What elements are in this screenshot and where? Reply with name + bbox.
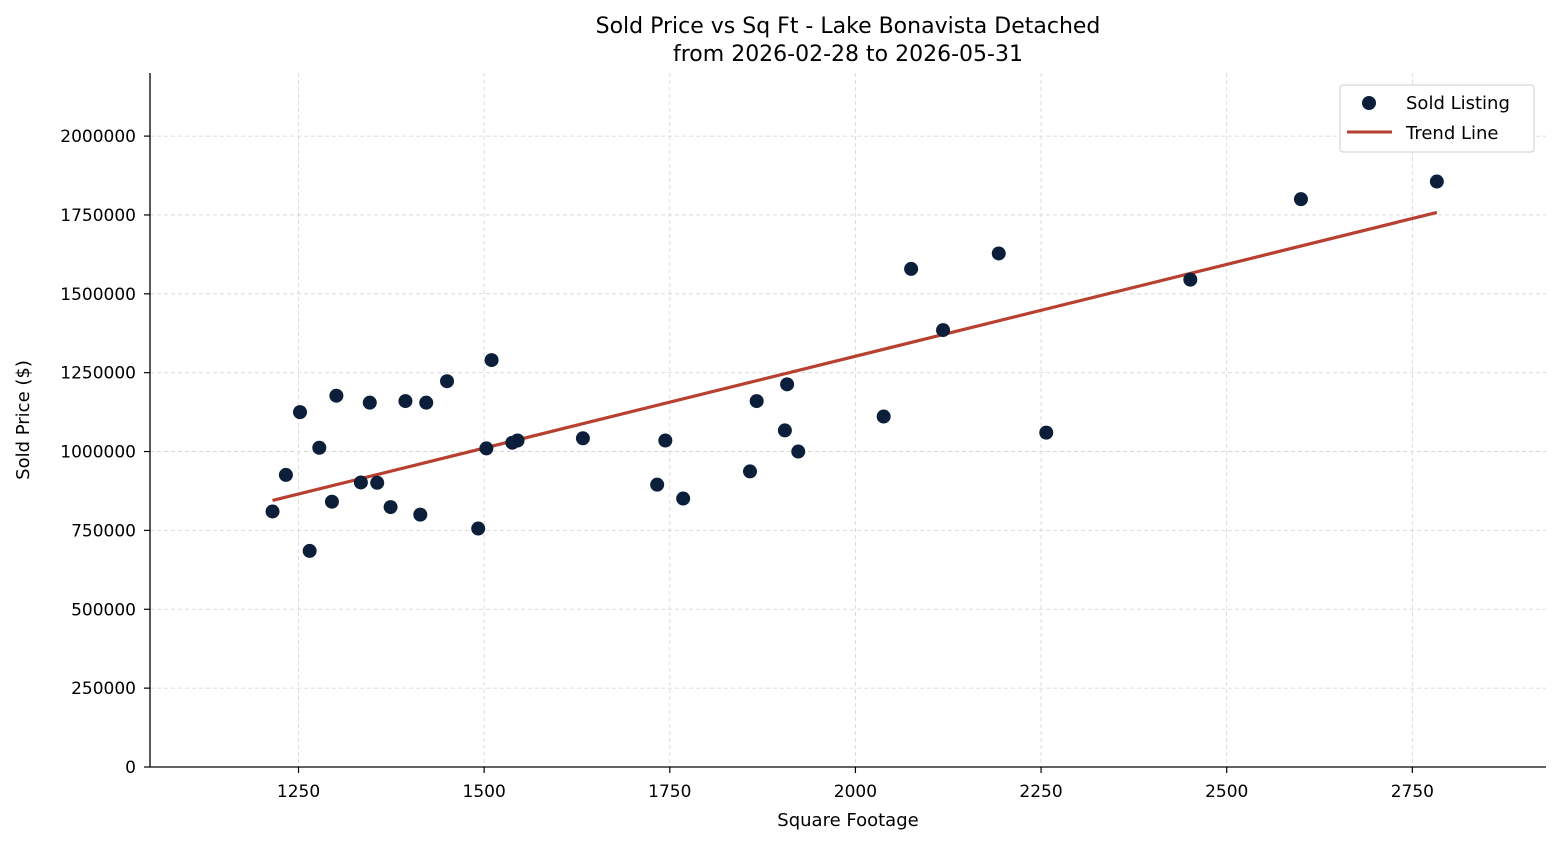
- trend-line: [272, 210, 1438, 502]
- data-point: [1293, 192, 1308, 207]
- data-point: [278, 467, 293, 482]
- y-tick-label: 0: [125, 758, 136, 778]
- data-point: [383, 500, 398, 515]
- legend-marker-sold: [1362, 96, 1376, 110]
- data-point: [292, 405, 307, 420]
- legend-box: [1339, 84, 1535, 153]
- data-point: [419, 395, 434, 410]
- x-tick-label: 2500: [1205, 782, 1248, 802]
- data-point: [479, 441, 494, 456]
- data-point: [362, 395, 377, 410]
- data-point: [658, 433, 673, 448]
- axes: [149, 73, 1546, 768]
- chart-title: Sold Price vs Sq Ft - Lake Bonavista Det…: [596, 14, 1101, 39]
- y-tick-label: 500000: [71, 600, 136, 620]
- y-tick-label: 250000: [71, 679, 136, 699]
- data-point: [575, 431, 590, 446]
- data-point: [904, 261, 919, 276]
- x-tick-label: 2750: [1391, 782, 1434, 802]
- data-point: [329, 388, 344, 403]
- data-point: [780, 377, 795, 392]
- y-tick-label: 1750000: [60, 206, 136, 226]
- points-group: [265, 174, 1444, 558]
- legend-label-trend: Trend Line: [1405, 123, 1499, 144]
- grid-lines: [150, 73, 1546, 768]
- y-axis-label: Sold Price ($): [13, 360, 34, 480]
- data-point: [353, 475, 368, 490]
- data-point: [991, 246, 1006, 261]
- data-point: [791, 444, 806, 459]
- data-point: [302, 543, 317, 558]
- y-tick-label: 750000: [71, 521, 136, 541]
- data-point: [876, 409, 891, 424]
- data-point: [312, 440, 327, 455]
- data-point: [1429, 174, 1444, 189]
- x-tick-label: 2250: [1019, 782, 1062, 802]
- data-point: [265, 504, 280, 519]
- trend-line-group: [272, 210, 1438, 502]
- data-point: [1039, 425, 1054, 440]
- x-tick-label: 1750: [648, 782, 691, 802]
- data-point: [324, 494, 339, 509]
- data-point: [1183, 272, 1198, 287]
- data-point: [510, 433, 525, 448]
- data-point: [676, 491, 691, 506]
- data-point: [413, 507, 428, 522]
- y-tick-label: 1000000: [60, 443, 136, 463]
- data-point: [484, 353, 499, 368]
- chart-subtitle: from 2026-02-28 to 2026-05-31: [673, 42, 1023, 67]
- x-tick-label: 1250: [277, 782, 320, 802]
- data-point: [777, 423, 792, 438]
- data-point: [742, 464, 757, 479]
- data-point: [650, 477, 665, 492]
- y-tick-label: 2000000: [60, 127, 136, 147]
- legend: Sold Listing Trend Line: [1339, 84, 1535, 153]
- x-tick-label: 2000: [834, 782, 877, 802]
- data-point: [440, 374, 455, 389]
- legend-label-sold: Sold Listing: [1406, 93, 1510, 114]
- x-tick-label: 1500: [463, 782, 506, 802]
- ticks: 1250 1500 1750 2000 2250 2500 2750 0 250000 50000…: [60, 127, 1434, 802]
- data-point: [398, 394, 413, 409]
- data-point: [471, 521, 486, 536]
- y-tick-label: 1500000: [60, 285, 136, 305]
- data-point: [370, 475, 385, 490]
- data-point: [936, 323, 951, 338]
- y-tick-label: 1250000: [60, 364, 136, 384]
- data-point: [749, 394, 764, 409]
- x-axis-label: Square Footage: [777, 810, 918, 831]
